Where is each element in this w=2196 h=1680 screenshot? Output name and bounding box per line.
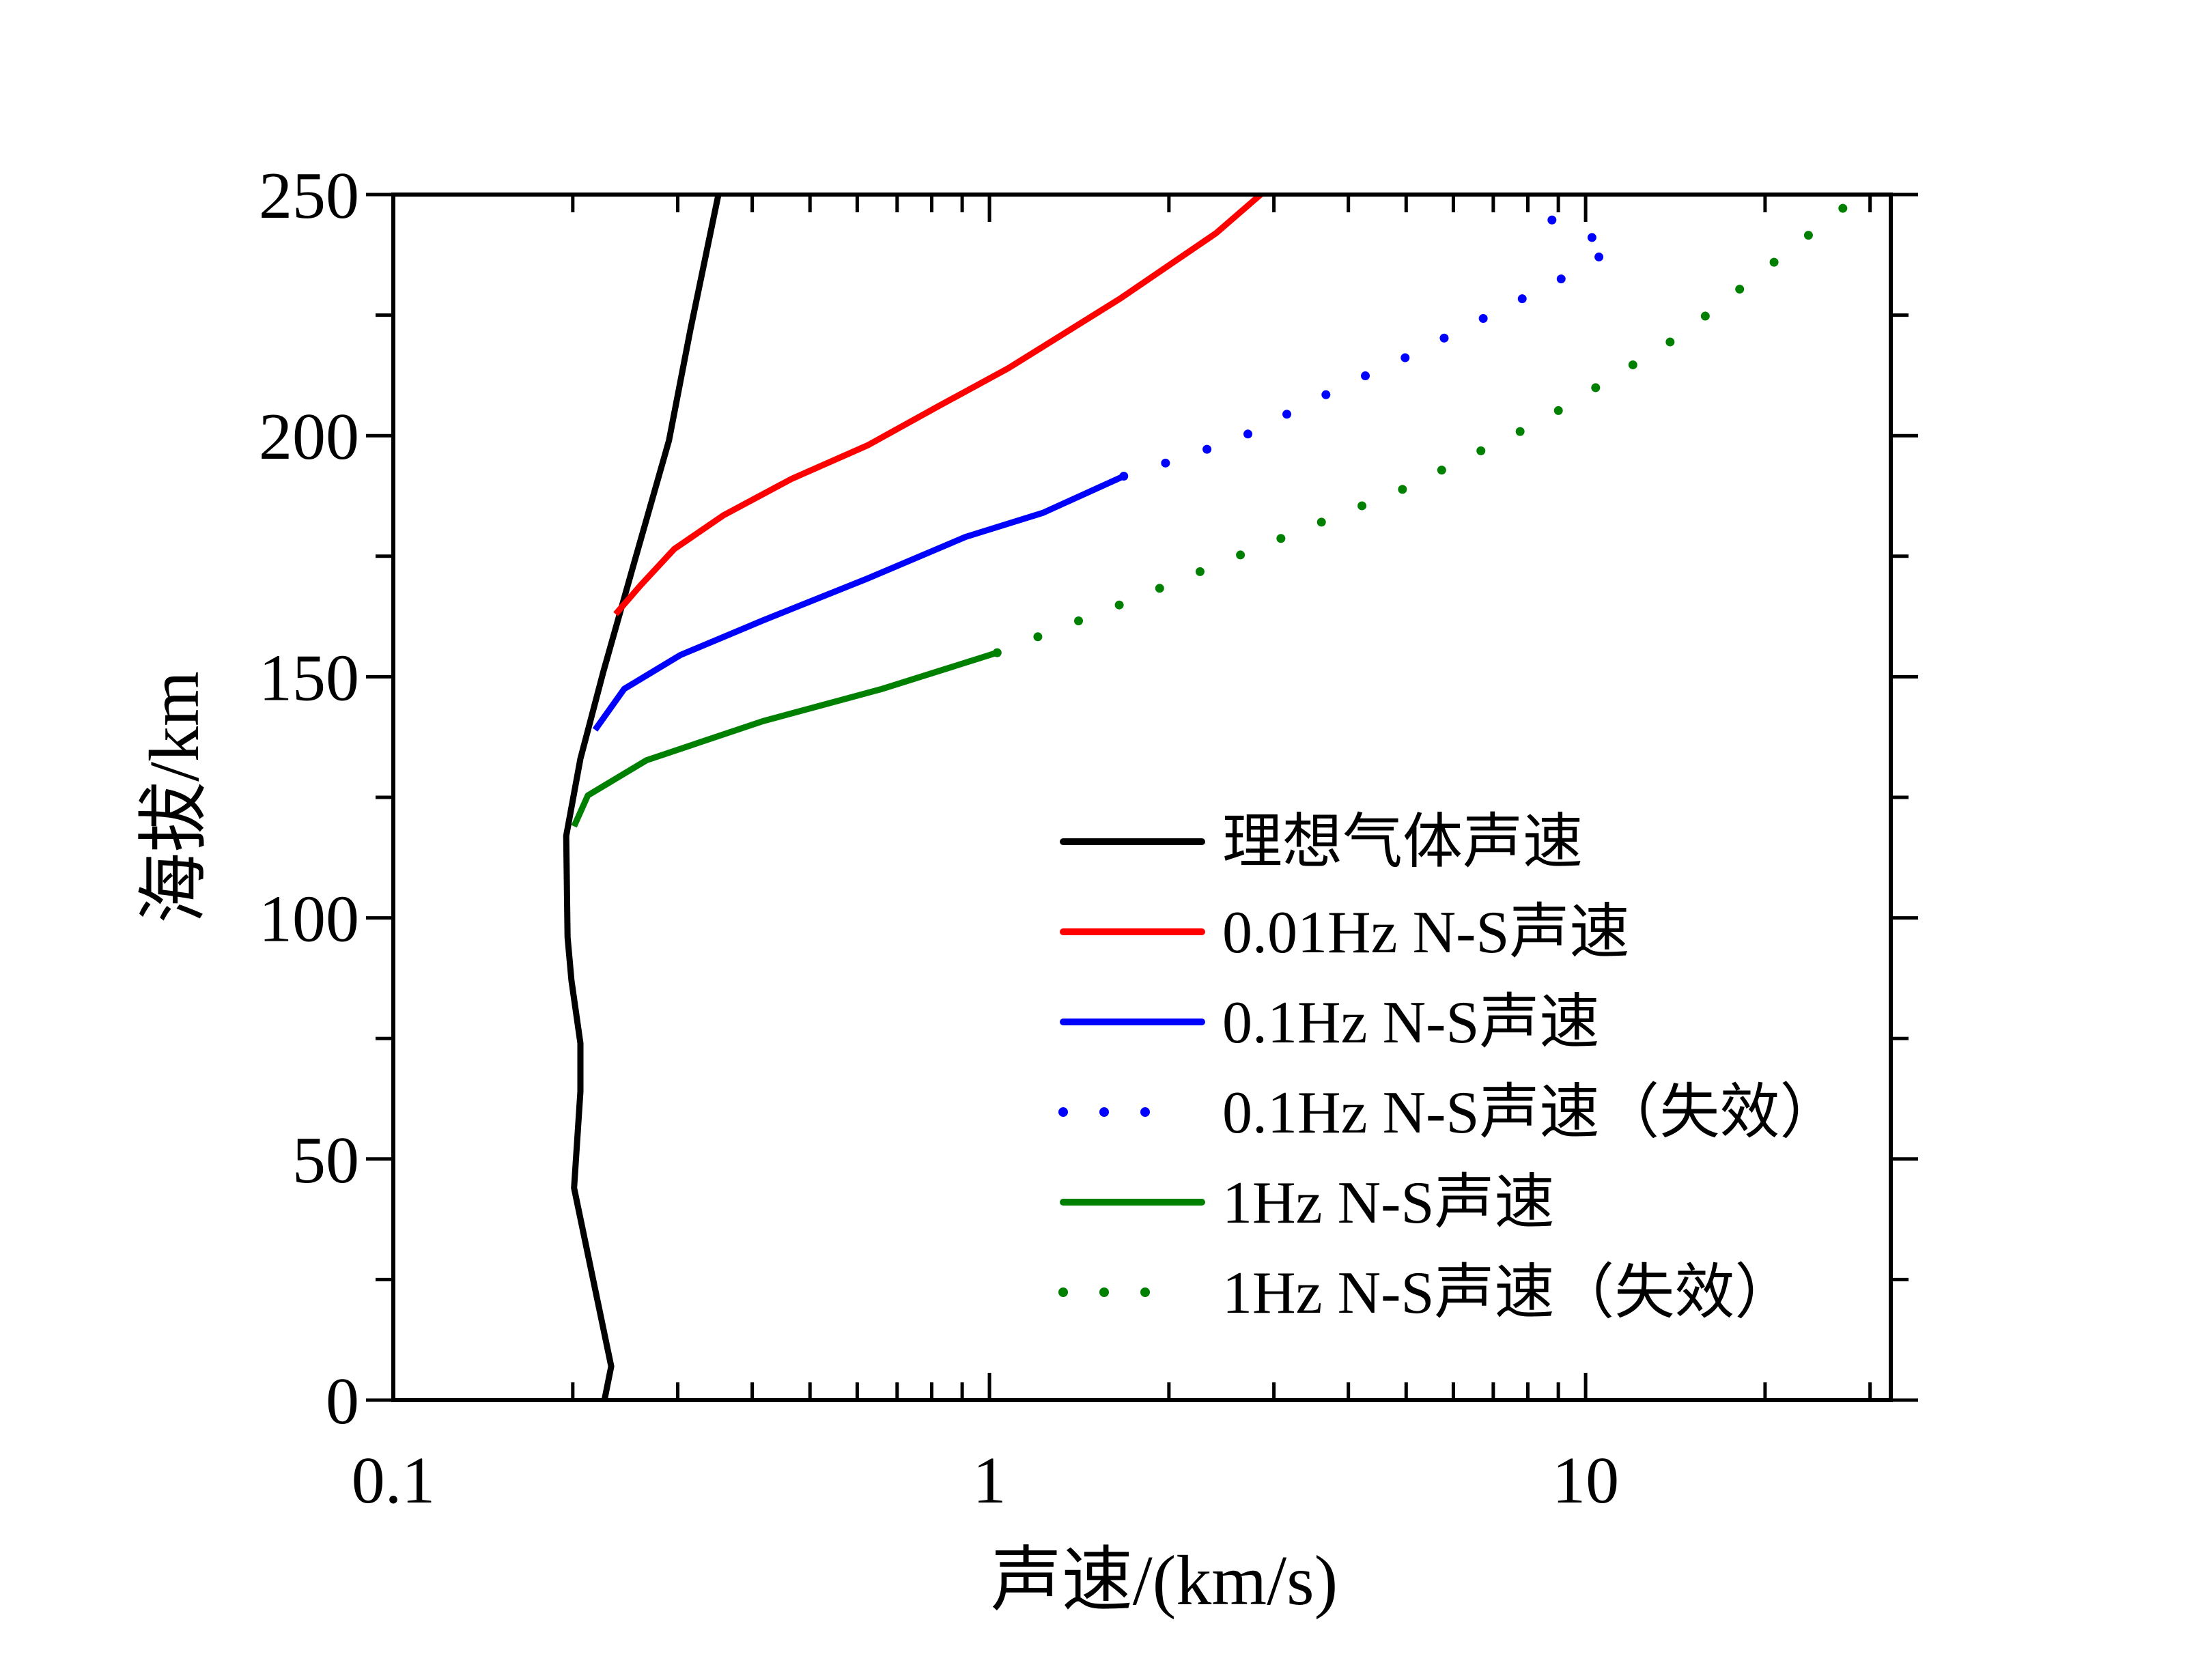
legend-label: 1Hz N-S声速（失效）: [1222, 1260, 1794, 1326]
legend-label: 1Hz N-S声速: [1222, 1170, 1554, 1236]
y-tick-label: 100: [259, 883, 359, 956]
legend-label: 0.01Hz N-S声速: [1222, 900, 1629, 966]
x-tick-label: 0.1: [352, 1444, 436, 1518]
y-tick-label: 150: [259, 641, 359, 715]
y-tick-label: 200: [259, 400, 359, 474]
y-tick-label: 250: [259, 159, 359, 233]
x-tick-label: 10: [1552, 1444, 1619, 1518]
series-line-5: [992, 190, 1865, 657]
legend-label: 0.1Hz N-S声速（失效）: [1222, 1080, 1840, 1146]
series-line-4: [571, 649, 998, 828]
plot-frame: [391, 193, 1893, 1402]
y-axis-title: 海拔/km: [135, 671, 214, 924]
x-axis-title: 声速/(km/s): [991, 1541, 1338, 1620]
series-line-1: [613, 192, 1263, 616]
plot-lines: [563, 190, 1865, 1401]
legend-item: 理想气体声速: [1060, 810, 1583, 876]
legend: 理想气体声速 0.01Hz N-S声速 0.1Hz N-S声速 0.1Hz N-S声速…: [1058, 810, 1840, 1326]
legend-item: 0.1Hz N-S声速（失效）: [1058, 1080, 1840, 1146]
y-tick-label: 50: [292, 1124, 359, 1197]
legend-item: 1Hz N-S声速: [1060, 1170, 1554, 1236]
legend-item: 0.01Hz N-S声速: [1060, 900, 1629, 966]
axis-ticks: [366, 193, 1918, 1402]
legend-item: 0.1Hz N-S声速: [1060, 990, 1599, 1056]
legend-label: 理想气体声速: [1222, 810, 1583, 876]
x-tick-label: 1: [973, 1444, 1006, 1518]
series-line-0: [563, 194, 722, 1401]
series-line-2: [592, 473, 1125, 732]
legend-label: 0.1Hz N-S声速: [1222, 990, 1599, 1056]
y-tick-label: 0: [326, 1365, 359, 1438]
legend-item: 1Hz N-S声速（失效）: [1058, 1260, 1794, 1326]
series-line-3: [1119, 209, 1620, 481]
